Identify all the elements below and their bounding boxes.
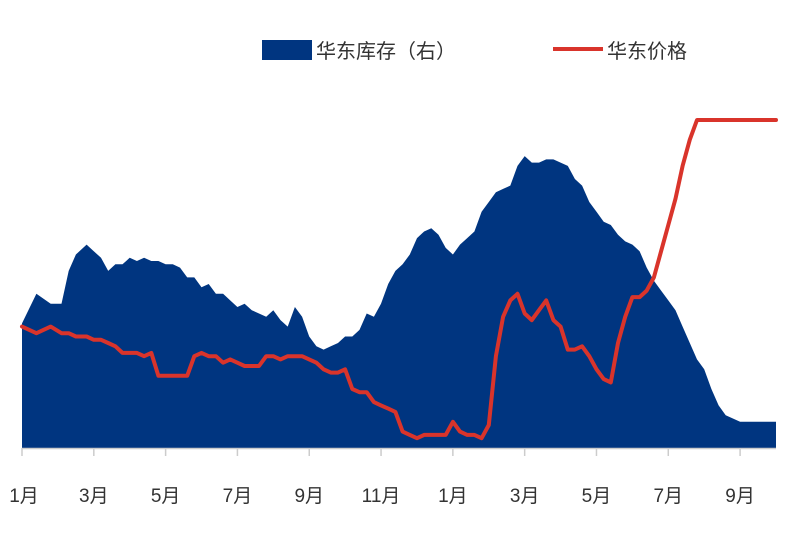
- legend: 华东库存（右） 华东价格: [262, 40, 687, 63]
- x-tick-label: 5月: [151, 486, 181, 507]
- x-tick-label: 9月: [725, 486, 755, 507]
- inventory-area-series: [22, 156, 776, 448]
- x-tick-label: 3月: [79, 486, 109, 507]
- x-tick-label: 5月: [582, 486, 612, 507]
- x-tick-label: 7月: [223, 486, 253, 507]
- price-line-series: [20, 118, 778, 441]
- x-tick-label: 9月: [294, 486, 324, 507]
- x-tick-label: 11月: [362, 486, 401, 507]
- legend-inventory-swatch: [262, 40, 312, 60]
- x-tick-label: 1月: [438, 486, 468, 507]
- plot-area: [20, 118, 778, 448]
- x-tick-label: 7月: [653, 486, 683, 507]
- x-tick-label: 3月: [510, 486, 540, 507]
- x-axis-tick-labels: 1月 3月 5月 7月 9月 11月 1月 3月 5月 7月 9月: [9, 486, 755, 507]
- x-axis-ticks: [21, 448, 741, 456]
- legend-price-label: 华东价格: [607, 40, 687, 63]
- x-tick-label: 1月: [9, 486, 39, 507]
- legend-inventory-label: 华东库存（右）: [316, 40, 456, 63]
